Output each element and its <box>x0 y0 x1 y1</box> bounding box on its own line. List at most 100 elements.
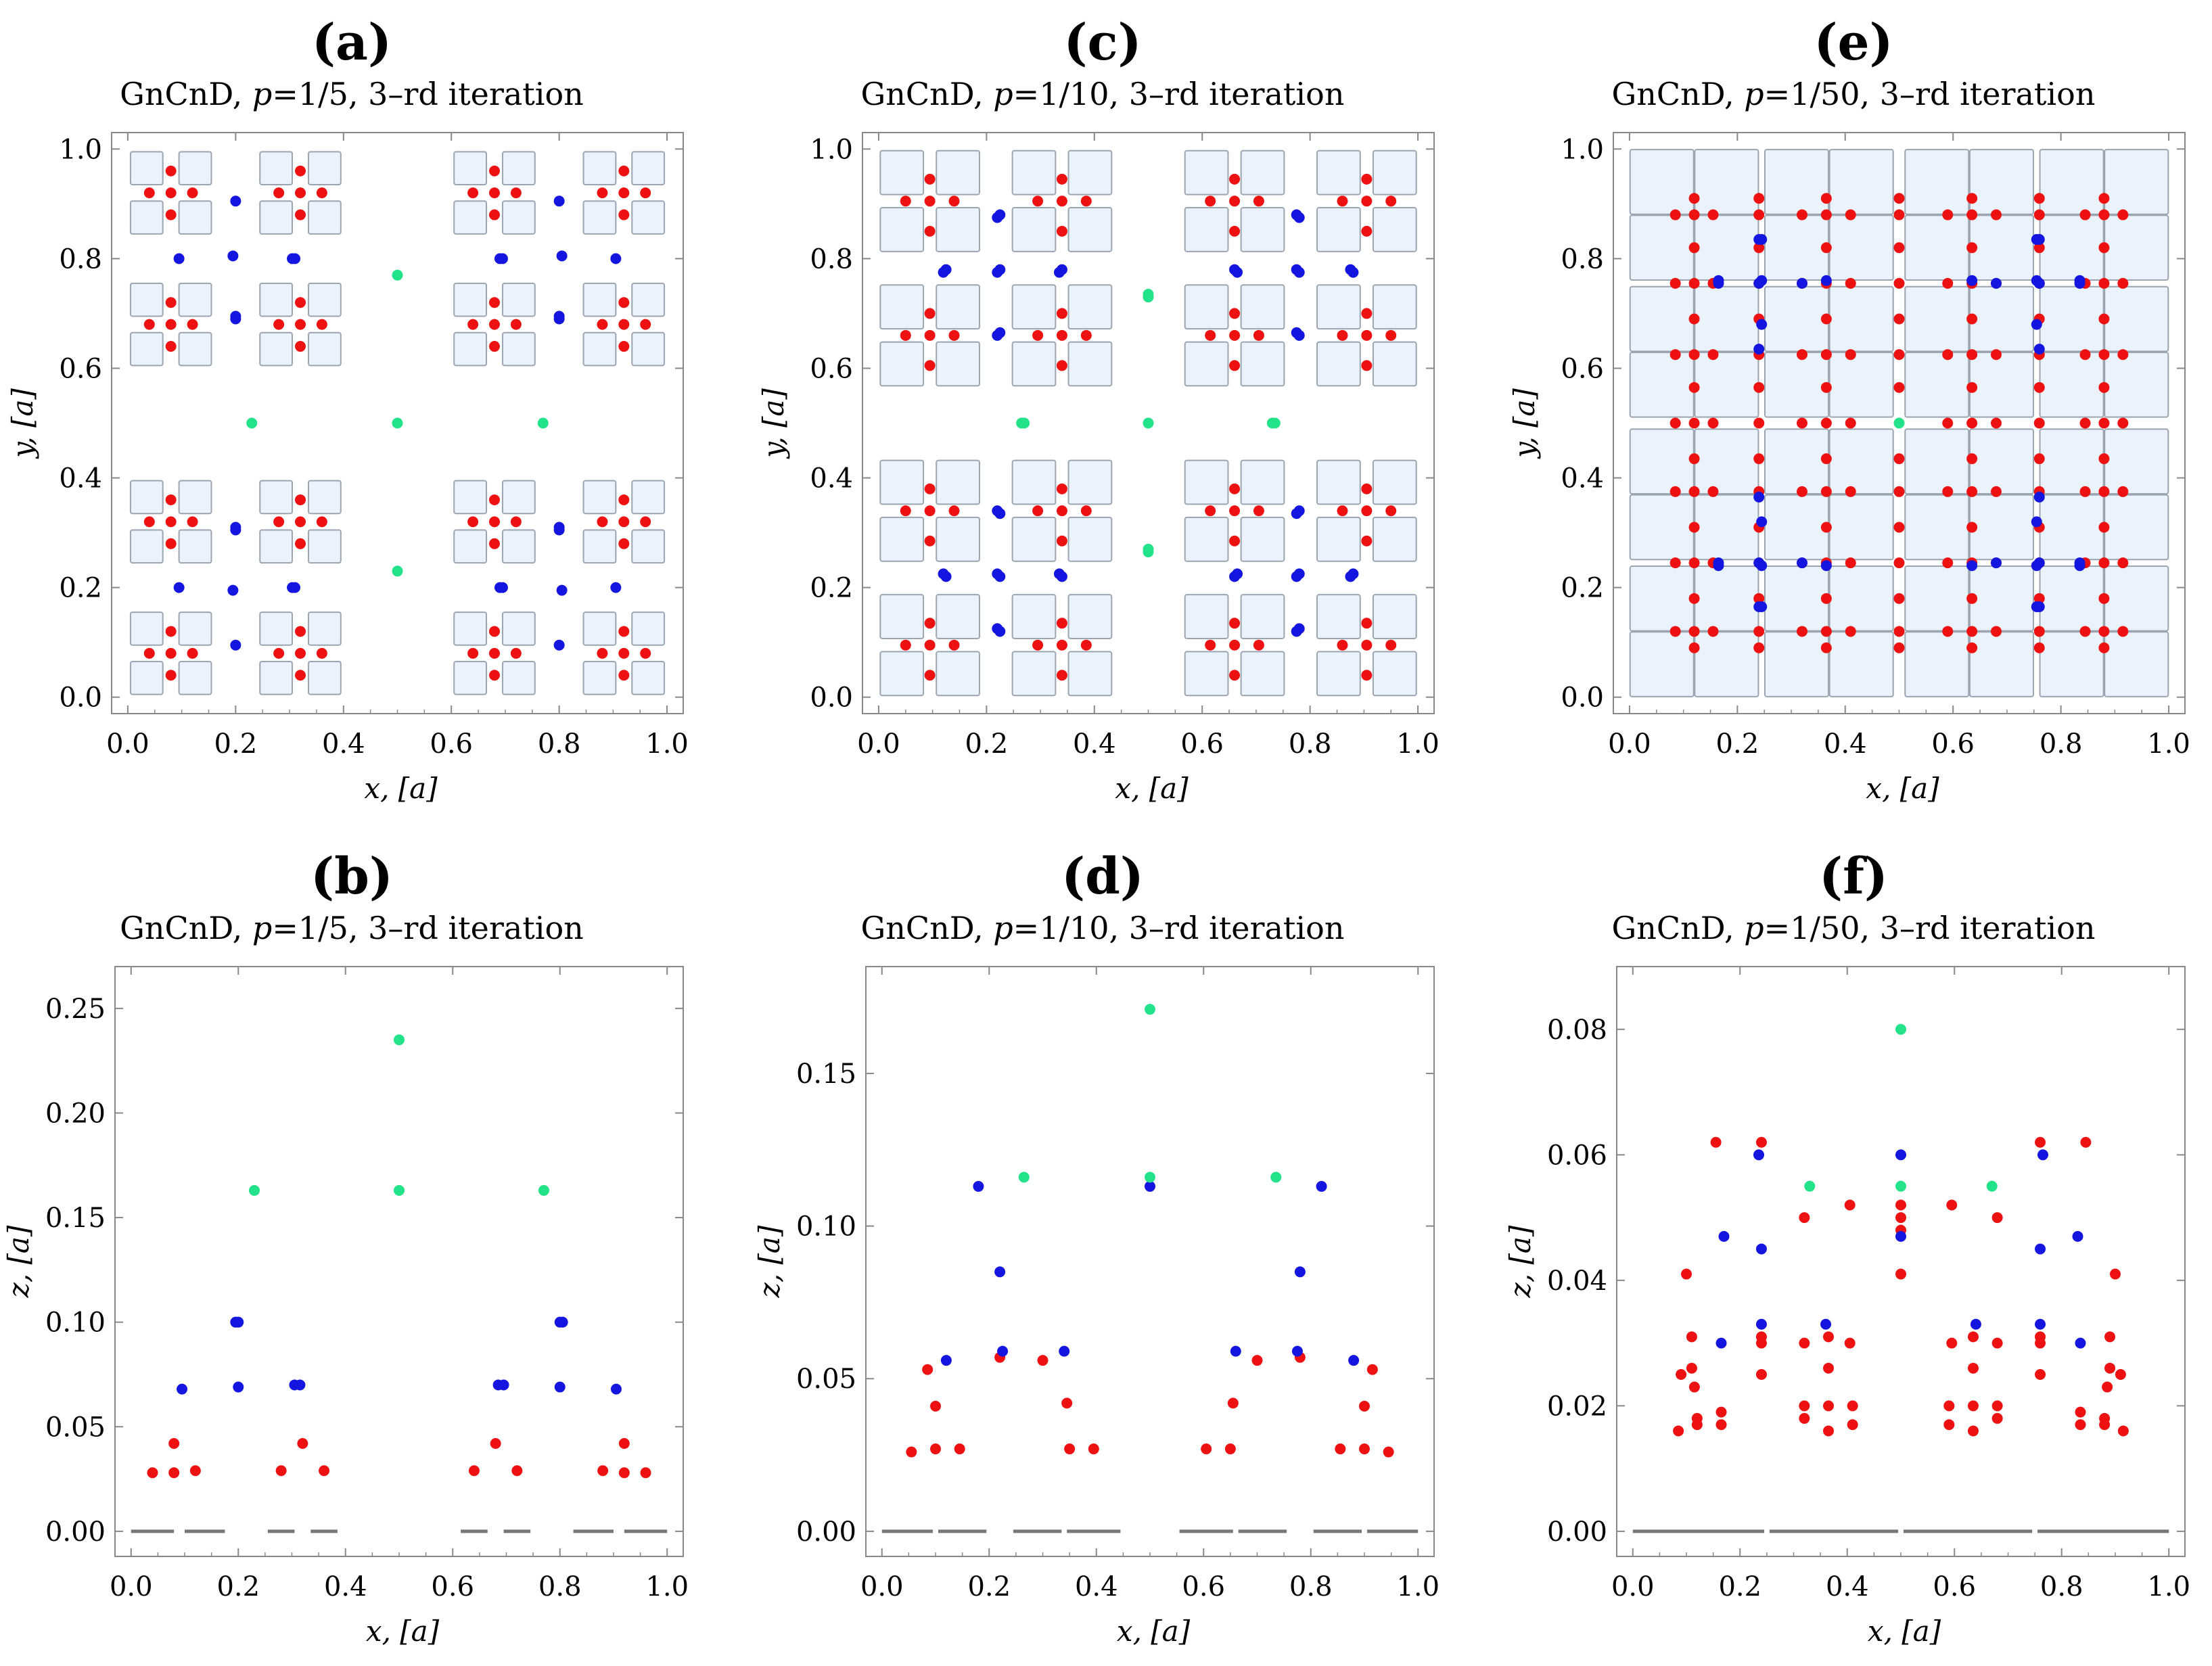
series-blue <box>940 1180 1360 1366</box>
substrate-square <box>1968 351 2034 418</box>
data-point <box>992 505 1003 517</box>
data-point <box>1942 209 1954 221</box>
x-tick-label: 0.0 <box>860 1571 904 1602</box>
substrate-square <box>501 611 536 646</box>
data-point <box>1337 639 1348 651</box>
data-point <box>1143 289 1154 300</box>
substrate-square <box>879 207 925 252</box>
data-point <box>1361 195 1373 207</box>
series-green <box>249 1034 549 1196</box>
x-axis-label: x, [a] <box>1868 1615 1941 1648</box>
data-point <box>1845 557 1856 569</box>
data-point <box>2075 1337 2086 1349</box>
data-point <box>1942 626 1954 637</box>
data-point <box>2098 242 2110 254</box>
substrate-square <box>936 594 980 639</box>
y-axis: 0.0 0.2 0.4 0.6 0.8 1.0 <box>1561 134 2185 714</box>
substrate-square <box>879 594 925 639</box>
data-point <box>1669 626 1681 637</box>
data-point <box>1143 417 1154 429</box>
data-point <box>994 626 1006 637</box>
data-point <box>492 1379 504 1391</box>
x-tick-label: 1.0 <box>1396 728 1439 760</box>
data-point <box>1056 195 1067 207</box>
substrate-square <box>1629 494 1695 561</box>
data-point <box>1032 329 1044 341</box>
data-point <box>1713 277 1724 289</box>
substrate-square <box>501 480 536 515</box>
x-tick-label: 0.4 <box>1826 1571 1869 1602</box>
data-point <box>394 1184 405 1196</box>
substrate-square <box>2039 565 2104 632</box>
substrate-square <box>1011 341 1057 387</box>
substrate-square <box>2104 351 2169 418</box>
data-point <box>1016 417 1028 429</box>
substrate-square <box>1184 341 1229 387</box>
data-point <box>1942 486 1954 497</box>
data-point <box>924 195 936 207</box>
substrate-square <box>1904 565 1970 632</box>
data-point <box>1970 1318 1981 1330</box>
data-point <box>1361 329 1373 341</box>
data-point <box>1893 486 1905 497</box>
data-point <box>930 1400 942 1412</box>
data-point <box>1753 642 1765 653</box>
panel-b: (b) GnCnD, p=1/5, 3–rd iteration 0.0 0.2 0… <box>0 834 704 1666</box>
data-point <box>1753 593 1765 604</box>
substrate-square <box>1240 594 1285 639</box>
x-tick-label: 0.4 <box>324 1571 367 1602</box>
data-point <box>1361 639 1373 651</box>
substrate-square <box>936 651 980 697</box>
substrate-square <box>2104 631 2169 697</box>
data-point <box>488 297 500 308</box>
data-point <box>1966 275 1978 286</box>
data-point <box>177 1383 188 1395</box>
data-point <box>954 1443 965 1455</box>
data-point <box>1056 329 1067 341</box>
data-point <box>1991 1400 2003 1412</box>
data-point <box>165 647 177 659</box>
data-point <box>1358 1400 1370 1412</box>
data-point <box>2117 277 2129 289</box>
substrate-square <box>2104 285 2169 352</box>
data-point <box>1966 522 1978 533</box>
substrate-square <box>1316 149 1361 195</box>
data-point <box>510 319 522 330</box>
substrate-square <box>582 611 617 646</box>
data-point <box>2117 209 2129 221</box>
data-point <box>1844 1199 1856 1211</box>
data-point <box>233 1316 244 1328</box>
substrate-square <box>453 661 488 695</box>
data-point <box>1756 601 1768 612</box>
x-tick-label: 0.0 <box>1611 1571 1655 1602</box>
data-point <box>922 1364 934 1375</box>
data-point <box>1337 329 1348 341</box>
data-point <box>392 417 403 429</box>
substrate-square <box>1184 284 1229 330</box>
substrate-square <box>1067 341 1113 387</box>
data-point <box>1895 1199 1906 1211</box>
data-point <box>273 516 285 528</box>
substrate-square <box>307 282 342 317</box>
substrate-square <box>453 331 488 367</box>
panel-title: GnCnD, p=1/50, 3–rd iteration <box>1611 910 2096 946</box>
data-point <box>1145 1172 1155 1183</box>
data-point <box>1294 1266 1306 1278</box>
substrate-square <box>1240 651 1285 697</box>
data-point <box>1718 1230 1730 1242</box>
y-tick-label: 0.10 <box>45 1308 106 1339</box>
y-axis: 0.00 0.05 0.10 0.15 0.20 0.25 <box>45 994 683 1548</box>
p-value: 1/5 <box>298 910 348 946</box>
substrate-square <box>1316 651 1361 697</box>
x-tick-label: 0.0 <box>1608 728 1651 760</box>
data-point <box>1967 1400 1979 1412</box>
data-point <box>275 1465 287 1477</box>
data-point <box>1967 1425 1979 1437</box>
substrate-square <box>2039 214 2104 281</box>
y-axis-label: y, [a] <box>1508 388 1541 459</box>
data-point <box>1145 1180 1155 1192</box>
y-tick-label: 0.2 <box>59 573 102 604</box>
substrate-square <box>129 151 164 185</box>
substrate-square <box>1828 428 1894 495</box>
data-point <box>1797 209 1808 221</box>
